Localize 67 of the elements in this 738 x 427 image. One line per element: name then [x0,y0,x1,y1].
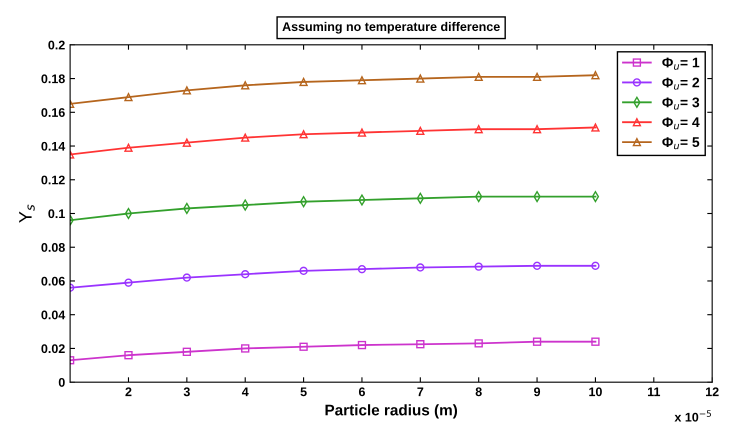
point [241,81,250,90]
x-tick-label: 11 [648,387,660,396]
x-axis-title: Particle radius (m) [326,404,458,418]
y-tick-label: 0.06 [41,276,65,286]
legend-label: Φ$_{u}$= 2 [662,78,700,90]
point [124,278,133,287]
x-tick-label: 5 [300,387,307,396]
point [299,342,308,351]
point [182,273,192,282]
point [124,92,133,102]
point [416,340,424,348]
point [591,338,600,346]
point [474,125,483,134]
y-tick-label: 0.16 [41,108,65,117]
point [358,76,366,84]
point [532,262,542,270]
point [182,348,192,356]
x-tick-label: 12 [706,387,719,396]
x-tick-label: 6 [358,387,365,396]
x-tick-label: 2 [125,387,132,396]
point [416,74,424,83]
chart-title: Assuming no temperature difference [282,22,500,34]
legend-label: Φ$_{u}$= 4 [662,117,700,130]
point [299,78,308,86]
point [474,339,483,348]
text: x 10$^{−5}$ [674,410,712,422]
y-tick-label: 0.12 [41,176,65,184]
y-tick-label: 0.2 [48,40,65,50]
x-tick-label: 4 [242,387,249,396]
point [358,128,366,137]
point [299,130,308,138]
point [124,351,133,360]
y-axis-title: Y$_{s}$ [19,204,35,223]
point [474,262,483,271]
y-tick-label: 0.02 [41,344,65,354]
point [358,264,366,274]
point [299,266,308,276]
point [416,263,424,272]
point [124,144,133,152]
legend-label: Φ$_{u}$= 5 [662,137,700,150]
y-tick-label: 0.1 [48,209,65,218]
y-tick-label: 0.08 [41,243,65,252]
legend-label: Φ$_{u}$= 3 [662,97,700,110]
point [241,270,250,278]
point [182,86,192,95]
point [474,72,483,82]
point [532,72,542,82]
x-tick-label: 3 [184,387,190,396]
legend-label: Φ$_{u}$= 1 [662,58,700,70]
x-tick-label: 10 [589,387,602,396]
y-tick-label: 0.04 [41,310,66,320]
point [532,125,542,134]
y-tick-label: 0.18 [41,74,65,84]
point [591,262,600,270]
point [241,133,250,142]
x-tick-label: 8 [476,387,482,396]
point [241,344,250,353]
point [182,138,192,147]
y-tick-label: 0 [58,378,65,387]
x-tick-label: 7 [417,387,424,396]
point [591,71,600,80]
point [416,126,424,136]
y-tick-label: 0.14 [41,142,66,151]
point [532,338,542,346]
point [591,123,600,132]
point [358,340,366,350]
x-tick-label: 9 [534,387,540,396]
